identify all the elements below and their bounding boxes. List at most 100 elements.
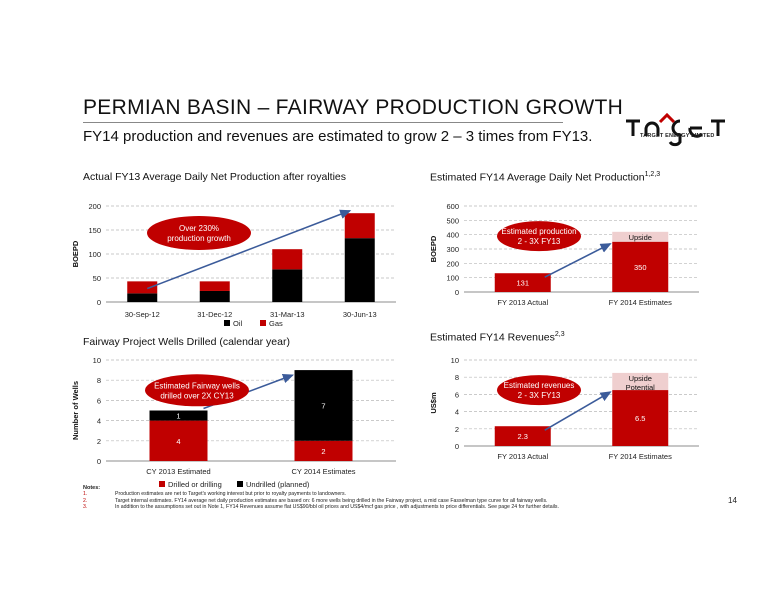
bar-oil [199, 290, 230, 302]
legend-label: Gas [269, 319, 283, 328]
y-tick-label: 4 [455, 408, 459, 417]
annotation-bubble [497, 221, 581, 252]
y-axis-label: BOEPD [71, 240, 80, 267]
legend-swatch [159, 481, 165, 487]
y-tick-label: 2 [97, 437, 101, 446]
chart-title-fy14-revenues: Estimated FY14 Revenues2,3 [430, 331, 565, 344]
x-tick-label: FY 2014 Estimates [609, 298, 672, 307]
bar-segment [149, 420, 208, 461]
annotation-bubble [497, 375, 581, 406]
logo-caption: TARGET ENERGY LIMITED [640, 133, 715, 139]
annotation-text: drilled over 2X CY13 [160, 391, 234, 400]
bar-gas [272, 249, 303, 270]
data-label: 2 [321, 447, 325, 456]
y-axis-label: US$m [429, 392, 438, 414]
legend-swatch [237, 481, 243, 487]
footnotes: Notes: 1. Production estimates are net to… [83, 485, 723, 510]
x-tick-label: 30-Jun-13 [343, 310, 377, 319]
upside-label: Upside [629, 374, 652, 383]
annotation-bubble [147, 216, 251, 250]
y-tick-label: 10 [451, 356, 459, 365]
y-tick-label: 6 [97, 396, 101, 405]
bar [494, 273, 551, 292]
note-item: 3. In addition to the assumptions set out… [83, 503, 559, 510]
x-tick-label: FY 2013 Actual [497, 298, 548, 307]
annotation-text: Estimated production [501, 227, 576, 236]
y-tick-label: 10 [93, 356, 101, 365]
bar [612, 390, 669, 446]
y-tick-label: 4 [97, 417, 101, 426]
x-tick-label: CY 2013 Estimated [146, 467, 210, 476]
data-label: 7 [321, 401, 325, 410]
bar-gas [199, 281, 230, 291]
x-tick-label: FY 2013 Actual [497, 452, 548, 461]
y-tick-label: 100 [446, 274, 459, 283]
x-tick-label: CY 2014 Estimates [291, 467, 355, 476]
annotation-text: 2 - 3X FY13 [518, 237, 561, 246]
data-label: 131 [516, 279, 529, 288]
page-title: PERMIAN BASIN – FAIRWAY PRODUCTION GROWT… [83, 96, 624, 119]
y-tick-label: 200 [88, 202, 101, 211]
legend-label: Undrilled (planned) [246, 480, 310, 489]
x-tick-label: 30-Sep-12 [125, 310, 160, 319]
x-tick-label: 31-Dec-12 [197, 310, 232, 319]
y-tick-label: 0 [455, 288, 459, 297]
y-tick-label: 2 [455, 425, 459, 434]
bar-oil [127, 293, 158, 302]
bar [494, 426, 551, 446]
legend-swatch [224, 320, 230, 326]
data-label: 1 [176, 412, 180, 421]
page-subtitle: FY14 production and revenues are estimat… [83, 128, 593, 145]
y-tick-label: 0 [97, 457, 101, 466]
annotation-text: production growth [167, 234, 231, 243]
note-item: 1. Production estimates are net to Target… [83, 491, 346, 498]
y-tick-label: 500 [446, 216, 459, 225]
chart-title-wells-drilled: Fairway Project Wells Drilled (calendar … [83, 336, 290, 348]
legend-swatch [260, 320, 266, 326]
growth-arrow [544, 243, 612, 278]
y-axis-label: BOEPD [429, 235, 438, 262]
data-label: 350 [634, 263, 647, 272]
y-tick-label: 600 [446, 202, 459, 211]
y-tick-label: 400 [446, 231, 459, 240]
wells-drilled-chart: 0 2 4 6 8 10 Number of Wells 4 1 CY 2013 Estimate… [71, 356, 396, 489]
bar-oil [272, 269, 303, 302]
x-tick-label: FY 2014 Estimates [609, 452, 672, 461]
target-logo [626, 112, 725, 147]
annotation-text: Estimated revenues [504, 381, 575, 390]
fy14-revenues-chart: 0 2 4 6 8 10 US$m 2.3 FY 2013 Actual UpsidePotent… [429, 356, 699, 461]
bar-oil [344, 238, 375, 302]
annotation-text: Over 230% [179, 224, 219, 233]
y-tick-label: 50 [93, 274, 101, 283]
bar-gas [344, 213, 375, 239]
bar [612, 241, 669, 292]
data-label: 2.3 [518, 432, 528, 441]
y-tick-label: 6 [455, 390, 459, 399]
bar-segment [149, 410, 208, 421]
legend-label: Drilled or drilling [168, 480, 222, 489]
annotation-text: Estimated Fairway wells [154, 381, 240, 390]
upside-label: Upside [629, 233, 652, 242]
upside-bar [612, 372, 669, 391]
y-tick-label: 0 [455, 442, 459, 451]
upside-label: Potential [626, 383, 656, 392]
y-tick-label: 0 [97, 298, 101, 307]
page-number: 14 [728, 496, 737, 505]
y-tick-label: 100 [88, 250, 101, 259]
x-tick-label: 31-Mar-13 [270, 310, 305, 319]
chart-title-fy13-production: Actual FY13 Average Daily Net Production… [83, 171, 347, 183]
y-tick-label: 8 [97, 376, 101, 385]
growth-arrow [146, 209, 352, 290]
upside-bar [612, 231, 669, 242]
y-tick-label: 8 [455, 373, 459, 382]
annotation-bubble [145, 374, 249, 407]
note-item: 2. Target internal estimates. FY14 averag… [83, 497, 548, 504]
y-tick-label: 150 [88, 226, 101, 235]
y-axis-label: Number of Wells [71, 381, 80, 440]
chart-title-fy14-production: Estimated FY14 Average Daily Net Product… [430, 171, 661, 184]
annotation-text: 2 - 3X FY13 [518, 391, 561, 400]
fy14-production-chart: 0 100 200 300 400 500 600 BOEPD 131 FY 2013 Actua… [429, 202, 699, 307]
y-tick-label: 300 [446, 245, 459, 254]
data-label: 6.5 [635, 414, 645, 423]
bar-gas [127, 281, 158, 294]
